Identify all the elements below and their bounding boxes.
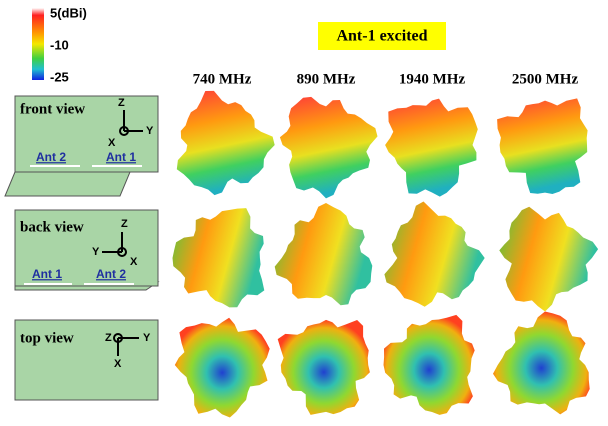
radiation-patterns bbox=[173, 91, 599, 418]
radiation-pattern bbox=[275, 203, 373, 305]
radiation-pattern bbox=[385, 99, 478, 197]
antenna-label: Ant 2 bbox=[96, 267, 126, 281]
antenna-label: Ant 1 bbox=[32, 267, 62, 281]
colorbar bbox=[32, 8, 44, 80]
radiation-pattern bbox=[493, 312, 590, 415]
radiation-pattern bbox=[499, 207, 598, 312]
radiation-pattern bbox=[384, 202, 484, 307]
antenna-label: Ant 2 bbox=[36, 150, 66, 164]
frequency: 1940 MHz bbox=[399, 71, 466, 87]
axis-label: Y bbox=[92, 246, 100, 258]
view-label: front view bbox=[20, 101, 85, 117]
axis-label: Z bbox=[105, 332, 112, 344]
colorbar-label: 5(dBi) bbox=[50, 5, 87, 20]
radiation-pattern bbox=[177, 91, 275, 195]
radiation-pattern bbox=[280, 97, 378, 198]
axis-label: Z bbox=[118, 97, 125, 109]
radiation-pattern bbox=[497, 98, 587, 194]
axis-label: Z bbox=[121, 218, 128, 230]
axis-label: X bbox=[108, 137, 116, 149]
radiation-pattern bbox=[175, 318, 270, 418]
antenna-label: Ant 1 bbox=[106, 150, 136, 164]
view-label: top view bbox=[20, 330, 74, 346]
axis-label: X bbox=[114, 358, 122, 370]
colorbar-label: -10 bbox=[50, 37, 69, 52]
frequency: 740 MHz bbox=[193, 71, 252, 87]
frequency: 2500 MHz bbox=[512, 71, 579, 87]
radiation-pattern bbox=[278, 320, 370, 415]
axis-label: Y bbox=[143, 332, 151, 344]
colorbar-label: -25 bbox=[50, 69, 69, 84]
radiation-pattern bbox=[384, 315, 475, 415]
axis-label: X bbox=[130, 256, 138, 268]
radiation-pattern bbox=[173, 208, 265, 307]
frequency: 890 MHz bbox=[297, 71, 356, 87]
view-label: back view bbox=[20, 219, 84, 235]
axis-label: Y bbox=[146, 125, 154, 137]
title: Ant-1 excited bbox=[336, 28, 427, 45]
figure: 5(dBi) -10 -25 Ant-1 excited 740 MHz 890… bbox=[0, 0, 608, 426]
